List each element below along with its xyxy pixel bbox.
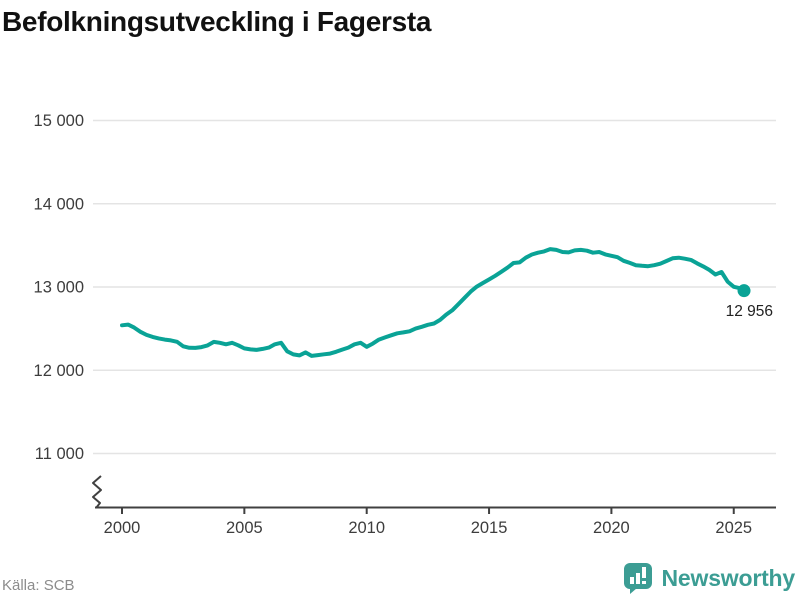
- axis-break-icon: [92, 475, 102, 509]
- y-tick-label: 15 000: [34, 112, 84, 130]
- population-line-chart: 15 000 14 000 13 000 12 000 11 000 2000 2005 20…: [34, 112, 776, 537]
- y-tick-label: 12 000: [34, 362, 84, 380]
- chart-title: Befolkningsutveckling i Fagersta: [2, 6, 432, 37]
- x-tick-label: 2025: [715, 519, 752, 537]
- x-tick-label: 2010: [348, 519, 385, 537]
- y-tick-label: 13 000: [34, 279, 84, 297]
- y-tick-label: 14 000: [34, 195, 84, 213]
- x-tick-label: 2015: [471, 519, 508, 537]
- x-tick-label: 2005: [226, 519, 263, 537]
- end-point-marker: [737, 284, 751, 298]
- newsworthy-wordmark: Newsworthy: [661, 565, 796, 591]
- population-line: [120, 247, 746, 358]
- x-tick-label: 2000: [104, 519, 141, 537]
- newsworthy-logo: Newsworthy: [623, 562, 795, 595]
- x-tick-label: 2020: [593, 519, 630, 537]
- source-label: Källa: SCB: [2, 577, 75, 594]
- end-value-label: 12 956: [726, 303, 773, 320]
- newsworthy-bubble-chart-icon: [623, 563, 652, 594]
- y-tick-label: 11 000: [35, 445, 84, 463]
